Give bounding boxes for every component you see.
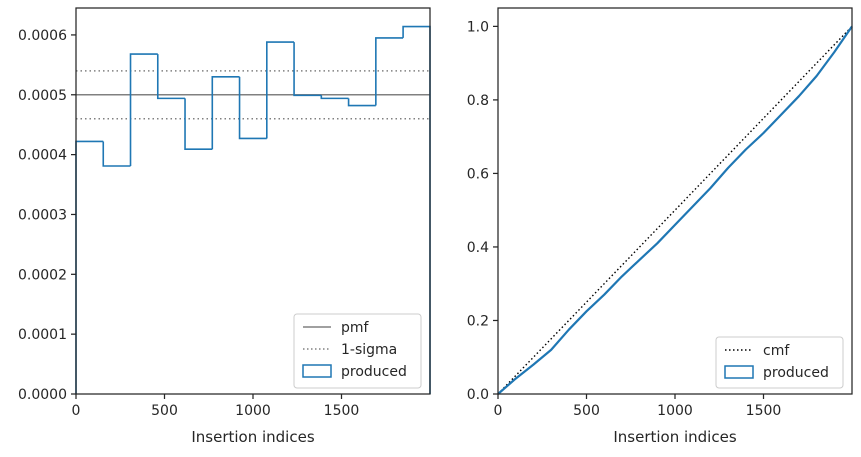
x-tick-label: 500 [573,403,600,419]
x-tick-label: 500 [151,403,178,419]
left-axes-pmf-histogram: 0 500 1000 1500 0.0000 0.0001 0.0002 0.0003 0.00… [18,7,431,446]
legend-label: 1-sigma [341,342,397,358]
y-tick-label: 0.0 [467,387,489,403]
x-axis-label: Insertion indices [191,428,314,446]
y-tick-label: 0.0004 [18,148,67,164]
histogram-bin [320,95,349,100]
y-tick-label: 0.0005 [18,88,67,104]
histogram-bin [375,37,404,106]
y-tick-label: 0.8 [467,93,489,109]
x-tick-label: 1500 [746,403,782,419]
x-tick-label: 1500 [324,403,360,419]
cmf-line [497,25,853,395]
y-tick-label: 0.0006 [18,28,67,44]
legend-box [715,336,844,389]
axes-frame [497,7,853,395]
legend-label: produced [341,364,407,380]
x-tick-label: 1000 [657,403,693,419]
histogram-bin [211,76,240,150]
legend-label: produced [763,365,829,381]
x-axis-label: Insertion indices [613,428,736,446]
histogram-bin [129,53,158,166]
legend-box [293,313,422,389]
histogram-bin [266,41,295,139]
y-tick-label: 1.0 [467,19,489,35]
legend-swatch-produced-box [302,364,332,378]
histogram-bin [347,98,376,107]
y-tick-label: 0.4 [467,240,489,256]
y-tick-label: 0.6 [467,166,489,182]
histogram-bin [75,140,104,394]
right-axes-cmf: 0 500 1000 1500 0.0 0.2 0.4 0.6 0.8 1.0 Insertion … [467,7,853,446]
y-tick-label: 0.0003 [18,207,67,223]
histogram-bin [238,76,267,140]
x-tick-label: 0 [494,403,503,419]
legend-label: pmf [341,320,370,336]
y-tick-label: 0.0000 [18,387,67,403]
legend-label: cmf [763,343,790,359]
y-tick-label: 0.2 [467,313,489,329]
produced-cumulative-line [497,25,853,395]
y-tick-label: 0.0001 [18,327,67,343]
histogram-bin [293,42,322,97]
x-tick-label: 0 [72,403,81,419]
legend-swatch-produced-box [724,365,754,379]
histogram-bin [102,141,131,167]
histogram-bin [184,98,213,151]
y-tick-label: 0.0002 [18,267,67,283]
histogram-bin [156,54,186,100]
x-tick-label: 1000 [235,403,271,419]
